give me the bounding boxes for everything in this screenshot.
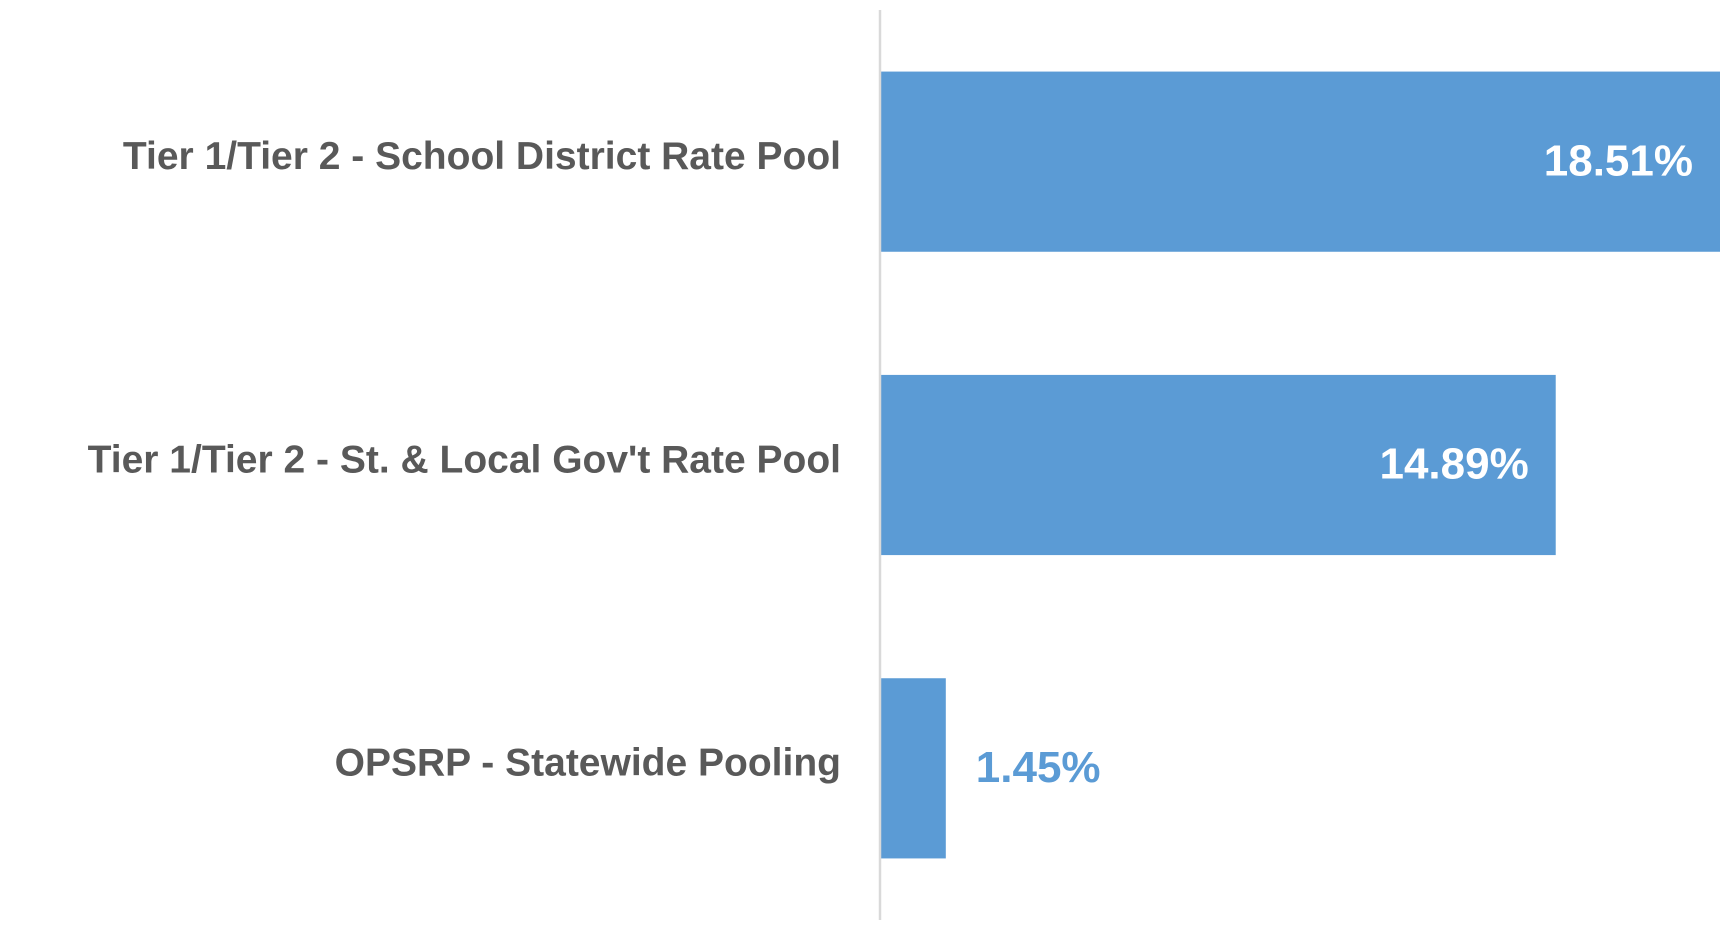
bar	[880, 678, 946, 859]
y-tick-label: Tier 1/Tier 2 - School District Rate Poo…	[123, 135, 841, 178]
bar	[880, 374, 1556, 556]
bar	[880, 71, 1720, 252]
data-label: 1.45%	[976, 743, 1101, 792]
y-tick-label: OPSRP - Statewide Pooling	[335, 742, 841, 785]
y-tick-label: Tier 1/Tier 2 - St. & Local Gov't Rate P…	[88, 438, 841, 481]
data-label: 18.51%	[1544, 136, 1693, 185]
data-label: 14.89%	[1379, 440, 1528, 489]
